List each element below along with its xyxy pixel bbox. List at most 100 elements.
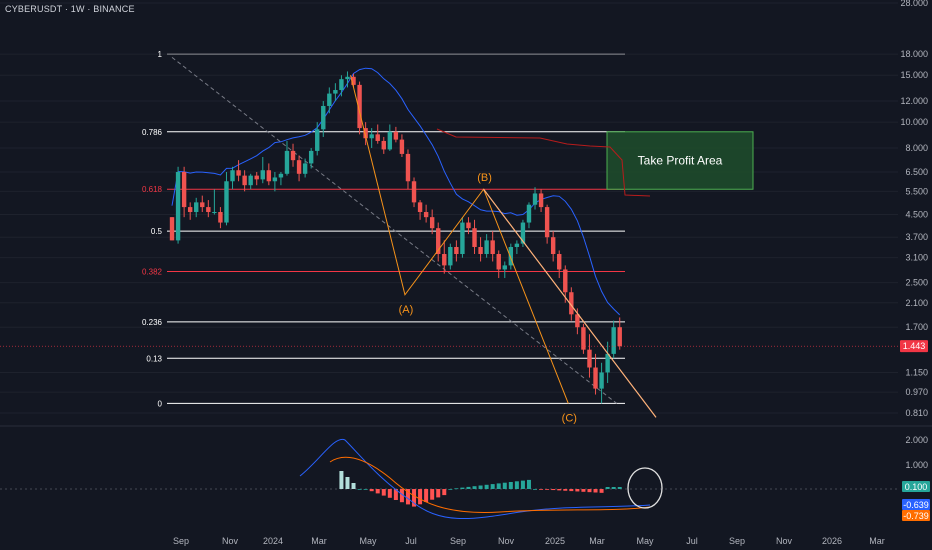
price-tick-label: 8.000 [905,143,928,153]
signal-line [329,456,651,513]
macd-hist-bar [436,489,441,498]
macd-hist-bar [599,489,604,493]
price-tick-label: 28.000 [900,0,928,8]
macd-hist-bar [490,484,495,489]
candle-body [423,212,429,218]
candle-body [375,134,380,141]
candle-body [339,79,344,91]
macd-hist-bar [478,485,483,489]
candle-body [538,193,544,208]
macd-hist-bar [563,489,568,491]
candle-body [544,207,550,238]
macd-hist-bar [430,489,435,500]
price-tick-label: 2.100 [905,298,928,308]
candle-body [587,349,592,368]
time-axis[interactable]: Sep Nov 2024 Mar May Jul Sep Nov 2025 Mar May Jul Se… [173,536,885,546]
macd-hist-bar [399,489,404,503]
fib-level-label: 0.5 [151,227,163,236]
candle-body [351,76,356,85]
wave-label: (B) [477,172,492,184]
candle-body [175,172,181,241]
macd-hist-bar [393,489,398,500]
candle-body [411,181,417,203]
macd-hist-bar [551,489,556,491]
macd-line-badge[interactable] [902,499,930,510]
candle-body [514,243,520,247]
candle-body [611,327,616,354]
candle-body [617,327,622,347]
candle-body [550,237,556,255]
elliott-waves[interactable]: (A) (B) (C) [350,75,657,424]
candle-body [563,269,568,293]
chart-symbol-title: CYBERUSDT · 1W · BINANCE [5,4,135,14]
macd-hist-bar [575,489,580,492]
time-tick-label: Nov [498,536,515,546]
macd-hist-bar [514,481,519,489]
tp-zone-layer[interactable]: Take Profit Area [606,131,754,190]
candle-body [429,217,435,229]
candle-body [206,207,211,213]
macd-hist-bar [351,483,356,489]
candle-body [599,372,604,389]
signal-line-badge[interactable] [902,510,930,521]
fib-retracement[interactable]: 1 0.786 0.618 0.5 0.382 0.236 0.13 0 [142,50,625,408]
macd-hist-bar [557,489,562,491]
candle-body [308,150,314,164]
candle-body [569,292,574,315]
wave-label: (A) [399,304,414,316]
candle-body [532,193,538,205]
candle-body [248,175,253,186]
macd-tick-label: 2.000 [905,435,928,445]
macd-hist-bar [442,489,447,496]
candle-series [169,71,622,404]
candle-body [496,254,501,270]
price-axis[interactable]: 28.00018.00015.00012.00010.0008.0006.500… [0,0,930,521]
time-tick-label: Nov [222,536,239,546]
candle-body [224,181,229,223]
candle-body [466,222,471,229]
candle-body [218,212,223,223]
dashed-trendline [171,56,618,404]
wave-path [350,75,569,404]
candle-body [605,353,610,373]
candle-body [290,150,296,161]
candle-body [345,76,350,80]
fib-level-label: 0.382 [142,268,163,277]
take-profit-zone[interactable] [606,131,754,190]
time-tick-label: Mar [589,536,605,546]
macd-hist-bar [539,489,544,490]
last-price-badge[interactable] [900,340,928,353]
candle-body [266,170,272,182]
macd-hist-badge[interactable] [902,481,930,492]
macd-hist-bar [484,484,489,489]
macd-hist-bar [448,489,453,490]
candle-body [581,327,586,350]
price-tick-label: 2.500 [905,278,928,288]
price-tick-label: 18.000 [900,49,928,59]
macd-hist-bar [339,471,344,489]
candle-body [181,172,187,208]
candle-body [502,265,507,270]
price-tick-label: 5.500 [905,186,928,196]
fib-level-label: 0.13 [146,354,162,363]
price-tick-label: 12.000 [900,96,928,106]
time-tick-label: Sep [729,536,745,546]
candle-body [315,129,320,151]
candle-body [593,367,598,389]
price-tick-label: 15.000 [900,70,928,80]
candle-body [187,207,193,213]
fib-level-label: 0.618 [142,185,163,194]
macd-hist-bar [369,489,374,492]
candle-body [212,212,217,214]
candle-body [194,202,199,213]
macd-hist-bar [460,487,465,489]
last-price-text: 1.443 [903,341,926,351]
candle-body [442,254,447,266]
candle-body [302,163,308,174]
bollinger-band [171,67,651,316]
macd-hist-bar [381,489,386,496]
candle-body [260,170,265,180]
candle-body [520,222,526,244]
macd-hist-bar [424,489,429,502]
